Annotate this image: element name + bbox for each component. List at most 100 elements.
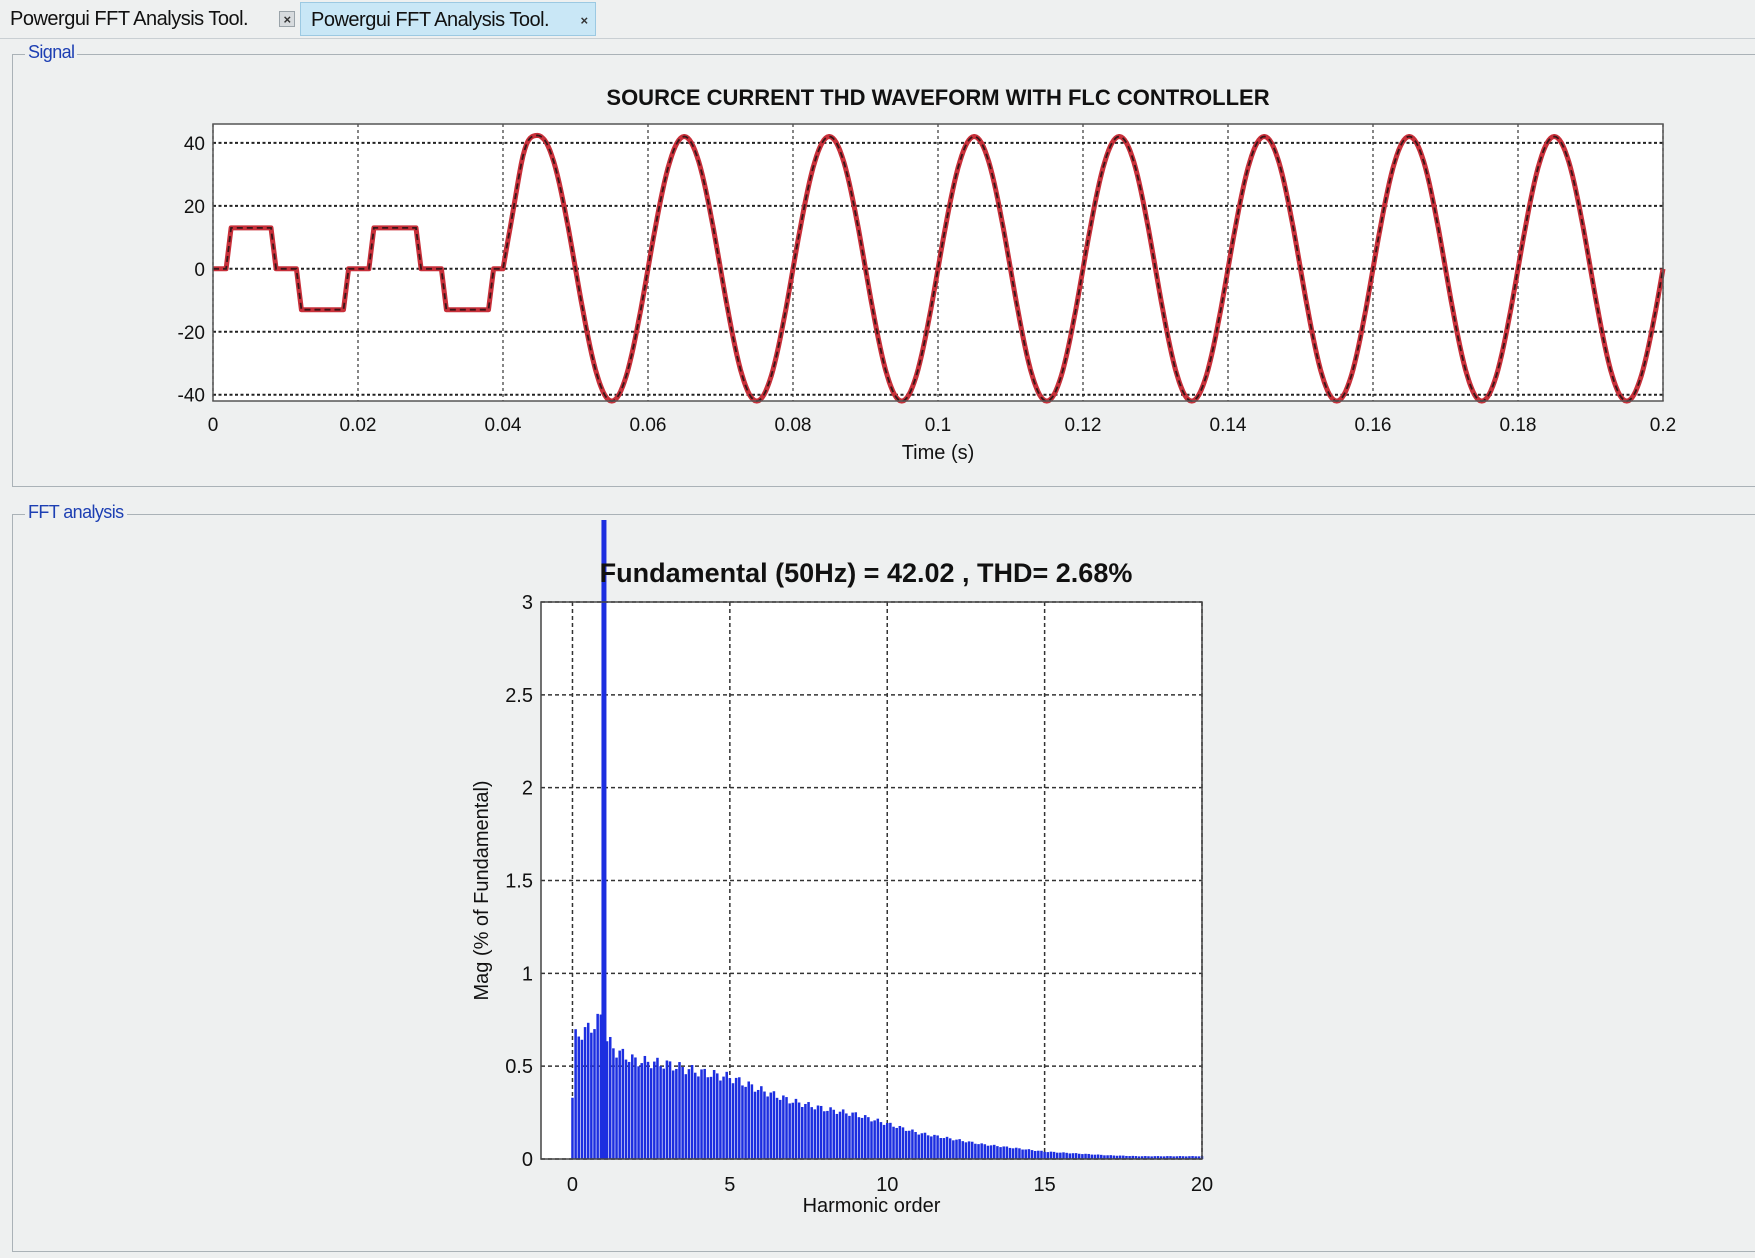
tab-fft-tool-1[interactable]: Powergui FFT Analysis Tool. ×	[0, 2, 300, 36]
fft-bar	[571, 1097, 574, 1159]
fft-bar	[1030, 1150, 1034, 1159]
fft-bar	[596, 1013, 599, 1159]
signal-chart-title: SOURCE CURRENT THD WAVEFORM WITH FLC CON…	[606, 85, 1269, 110]
fft-xtick-label: 5	[724, 1174, 735, 1196]
fft-bar	[590, 1032, 593, 1159]
signal-xtick-label: 0.14	[1210, 415, 1247, 436]
fft-bar	[659, 1066, 662, 1159]
signal-panel: Signal	[12, 42, 1755, 487]
fft-bar	[1087, 1153, 1090, 1159]
fft-bar	[863, 1115, 867, 1159]
fft-bar	[725, 1071, 728, 1159]
fft-bar	[945, 1136, 949, 1159]
fft-ytick-label: 0	[522, 1149, 533, 1171]
fft-bar	[832, 1109, 835, 1159]
fft-bar	[1040, 1150, 1043, 1159]
fft-bar	[1008, 1147, 1012, 1159]
fft-bar	[964, 1142, 968, 1159]
fft-bar	[1037, 1150, 1040, 1159]
fft-bar	[738, 1077, 741, 1159]
signal-xtick-label: 0	[208, 415, 219, 436]
fft-bar	[879, 1122, 883, 1159]
fft-bar	[885, 1122, 889, 1159]
fft-bar	[1011, 1148, 1015, 1159]
fft-xtick-label: 0	[567, 1174, 578, 1196]
fft-bar	[955, 1139, 958, 1159]
fft-bar	[1002, 1146, 1005, 1159]
fft-bar	[681, 1066, 684, 1159]
fft-bar	[901, 1127, 905, 1159]
fft-bar	[728, 1078, 732, 1159]
fft-bar	[967, 1141, 971, 1159]
fft-bar	[1153, 1156, 1157, 1159]
fft-bar	[675, 1068, 678, 1159]
tab-bar: Powergui FFT Analysis Tool. × Powergui F…	[0, 0, 1755, 39]
fft-bar	[942, 1138, 946, 1159]
fft-bar	[668, 1061, 672, 1159]
fft-bar	[1178, 1156, 1182, 1159]
fft-bar	[898, 1125, 902, 1159]
fft-bar	[1159, 1156, 1163, 1159]
fft-bar	[1015, 1147, 1018, 1159]
fft-bars	[571, 1013, 1204, 1159]
fft-bar	[1068, 1153, 1072, 1159]
fft-bar	[712, 1070, 716, 1159]
fft-bar	[649, 1068, 653, 1159]
fft-bar	[716, 1073, 719, 1159]
fft-bar	[857, 1117, 861, 1159]
fft-bar	[1100, 1154, 1103, 1159]
fft-bar	[640, 1063, 643, 1159]
fft-bar	[1027, 1149, 1031, 1159]
fft-bar	[835, 1113, 839, 1159]
fft-bar	[1197, 1156, 1201, 1159]
fft-bar	[1156, 1156, 1160, 1159]
fft-bar	[914, 1131, 917, 1159]
fft-bar	[813, 1109, 817, 1159]
fft-ytick-label: 2	[522, 778, 533, 800]
fft-bar	[687, 1069, 691, 1159]
fft-xtick-label: 20	[1191, 1174, 1213, 1196]
fft-bar	[778, 1099, 782, 1159]
fft-bar	[970, 1141, 974, 1159]
fft-bar	[952, 1140, 955, 1159]
fft-bar	[1024, 1149, 1027, 1159]
fft-bar	[892, 1126, 895, 1159]
fft-bar	[586, 1022, 590, 1159]
fft-bar	[977, 1144, 980, 1159]
fft-bar	[709, 1076, 713, 1159]
close-icon[interactable]: ×	[576, 12, 592, 28]
fft-bar	[926, 1135, 930, 1159]
fft-bar	[1175, 1156, 1179, 1159]
fft-bar	[577, 1036, 581, 1159]
fft-bar	[895, 1127, 898, 1159]
signal-ytick-label: 20	[184, 197, 205, 218]
fft-bar	[637, 1066, 640, 1159]
fft-bar	[1059, 1152, 1062, 1159]
fft-bar	[750, 1084, 754, 1159]
fft-bar	[665, 1060, 669, 1159]
fft-fundamental-bar	[601, 520, 607, 1159]
tab-fft-tool-2[interactable]: Powergui FFT Analysis Tool. ×	[300, 2, 596, 36]
fft-bar	[920, 1133, 924, 1159]
fft-bar	[756, 1089, 760, 1159]
fft-bar	[1169, 1156, 1172, 1159]
fft-bar	[948, 1138, 952, 1159]
fft-bar	[574, 1029, 577, 1159]
fft-ytick-label: 0.5	[505, 1056, 533, 1078]
fft-bar	[693, 1072, 697, 1159]
fft-bar	[775, 1097, 779, 1159]
fft-bar	[722, 1076, 725, 1159]
signal-panel-title: Signal	[25, 42, 78, 63]
signal-plot-border	[212, 123, 1664, 402]
fft-bar	[980, 1143, 983, 1159]
fft-bar	[917, 1134, 920, 1159]
fft-bar	[634, 1057, 637, 1159]
fft-bar	[624, 1059, 628, 1159]
tab-label: Powergui FFT Analysis Tool.	[10, 8, 249, 30]
fft-bar	[1109, 1155, 1112, 1159]
fft-bar	[800, 1106, 804, 1159]
fft-bar	[1103, 1155, 1106, 1159]
fft-plot-border	[540, 601, 1203, 1160]
close-icon[interactable]: ×	[279, 11, 295, 27]
fft-bar	[974, 1143, 977, 1159]
